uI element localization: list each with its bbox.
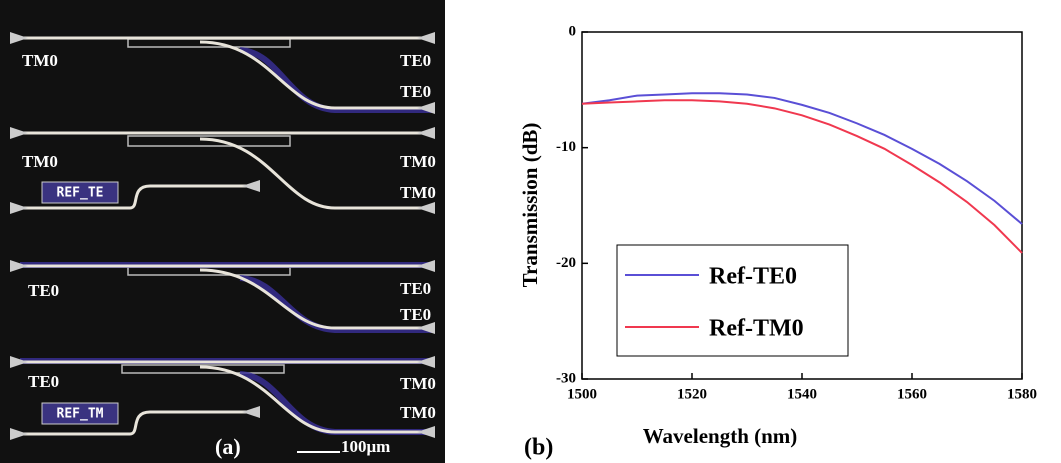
port-label: TE0 <box>28 372 59 391</box>
legend-label: Ref-TM0 <box>709 316 804 342</box>
y-tick-label: -30 <box>556 370 576 386</box>
legend-box <box>616 244 849 357</box>
line-series <box>581 92 1023 225</box>
device-row <box>10 127 435 214</box>
y-tick-label: 0 <box>569 23 577 39</box>
ref-box <box>41 402 119 425</box>
legend-label: Ref-TE0 <box>709 264 797 290</box>
port-label: TE0 <box>400 51 431 70</box>
port-label: TM0 <box>400 152 436 171</box>
x-tick-label: 1560 <box>897 386 927 402</box>
panel-label: (a) <box>215 434 241 459</box>
port-label: TM0 <box>22 51 58 70</box>
port-label: TM0 <box>400 403 436 422</box>
port-label: TM0 <box>22 152 58 171</box>
port-label: TE0 <box>400 279 431 298</box>
scale-label: 100μm <box>341 437 390 456</box>
micrograph <box>0 0 445 463</box>
y-tick-label: -20 <box>556 255 576 271</box>
y-axis-label: Transmission (dB) <box>518 123 542 288</box>
x-tick-label: 1520 <box>677 386 707 402</box>
port-label: TE0 <box>400 305 431 324</box>
port-label: TE0 <box>400 82 431 101</box>
ref-label: REF_TE <box>57 186 104 201</box>
device-row <box>10 32 435 114</box>
device-row <box>10 356 435 440</box>
port-label: TM0 <box>400 183 436 202</box>
x-axis-label: Wavelength (nm) <box>643 424 798 448</box>
ref-label: REF_TM <box>57 407 104 422</box>
x-tick-label: 1540 <box>787 386 817 402</box>
x-tick-label: 1500 <box>567 386 597 402</box>
port-label: TE0 <box>28 281 59 300</box>
x-tick-label: 1580 <box>1007 386 1037 402</box>
ref-box <box>41 181 119 204</box>
device-row <box>10 260 435 334</box>
port-label: TM0 <box>400 374 436 393</box>
panel-label: (b) <box>524 435 553 461</box>
line-series <box>581 99 1023 254</box>
y-tick-label: -10 <box>556 139 576 155</box>
